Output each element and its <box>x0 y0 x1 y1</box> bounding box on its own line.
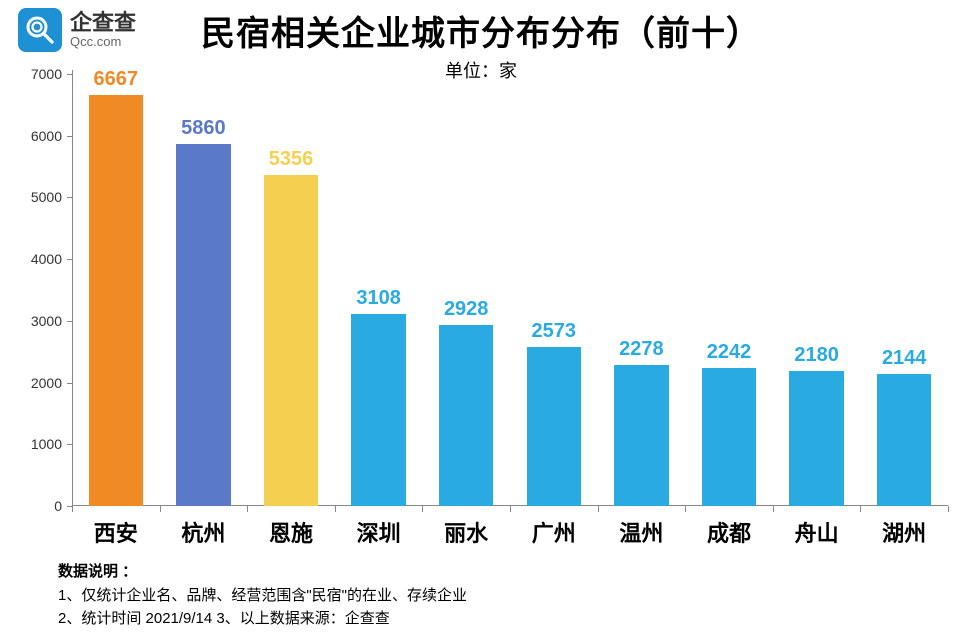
bar-value-label: 2928 <box>422 298 510 321</box>
bar-value-label: 2573 <box>510 320 598 343</box>
bar-value-label: 2144 <box>860 347 948 370</box>
bar <box>264 175 318 506</box>
y-tick-label: 2000 <box>31 375 62 391</box>
bar-value-label: 5356 <box>247 148 335 171</box>
bar <box>89 95 143 506</box>
bar <box>527 347 581 506</box>
bar <box>439 325 493 506</box>
x-category-label: 深圳 <box>357 516 401 548</box>
x-category-label: 广州 <box>532 516 576 548</box>
y-axis: 01000200030004000500060007000 <box>18 74 68 506</box>
x-category-label: 温州 <box>619 516 663 548</box>
footer-notes: 数据说明 ： 1、仅统计企业名、品牌、经营范围含"民宿"的在业、存续企业 2、统… <box>58 560 467 630</box>
bar <box>176 144 230 506</box>
y-tick-label: 5000 <box>31 189 62 205</box>
x-category-label: 恩施 <box>269 516 313 548</box>
x-category-label: 湖州 <box>882 516 926 548</box>
x-category-label: 舟山 <box>795 516 839 548</box>
bar-value-label: 2242 <box>685 341 773 364</box>
y-tick-label: 0 <box>54 498 62 514</box>
x-category-label: 杭州 <box>181 516 225 548</box>
bar-value-label: 2180 <box>773 344 861 367</box>
chart-title: 民宿相关企业城市分布分布（前十） <box>0 6 962 55</box>
y-tick-label: 6000 <box>31 128 62 144</box>
notes-line-1: 1、仅统计企业名、品牌、经营范围含"民宿"的在业、存续企业 <box>58 584 467 607</box>
y-tick-label: 7000 <box>31 66 62 82</box>
bar-chart: 01000200030004000500060007000 6667586053… <box>18 74 948 546</box>
bar <box>702 368 756 506</box>
bar-value-label: 6667 <box>72 68 160 91</box>
x-axis: 西安 杭州 恩施 深圳 丽水 广州 温州 成都 舟山 湖州 <box>72 510 948 546</box>
bar-value-label: 2278 <box>598 338 686 361</box>
notes-heading: 数据说明 ： <box>58 560 467 583</box>
bar <box>877 374 931 506</box>
y-tick-label: 1000 <box>31 436 62 452</box>
bar-value-label: 3108 <box>335 287 423 310</box>
bar <box>789 371 843 506</box>
bar-value-label: 5860 <box>160 117 248 140</box>
notes-line-2: 2、统计时间 2021/9/14 3、以上数据来源：企查查 <box>58 607 467 630</box>
bars: 6667586053563108292825732278224221802144 <box>72 74 948 506</box>
x-category-label: 丽水 <box>444 516 488 548</box>
bar <box>614 365 668 506</box>
y-tick-label: 4000 <box>31 251 62 267</box>
x-category-label: 成都 <box>707 516 751 548</box>
x-category-label: 西安 <box>94 516 138 548</box>
plot-area: 6667586053563108292825732278224221802144 <box>72 74 948 506</box>
y-tick-label: 3000 <box>31 313 62 329</box>
bar <box>351 314 405 506</box>
